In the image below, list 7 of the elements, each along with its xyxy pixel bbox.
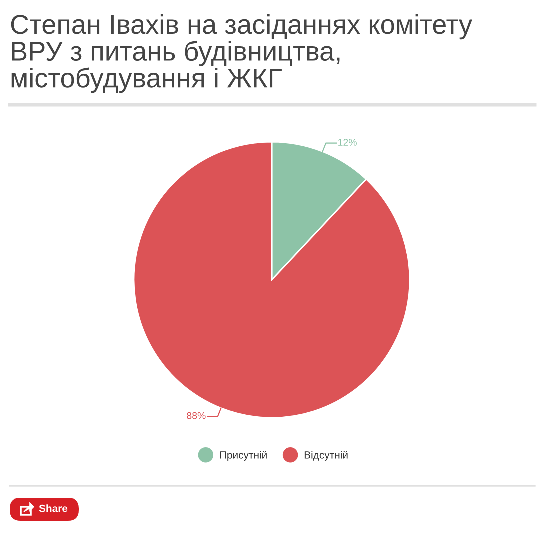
legend-label: Присутній bbox=[220, 451, 267, 461]
legend-label: Відсутній bbox=[304, 451, 348, 461]
data-label: 12% bbox=[338, 139, 357, 146]
text: Share bbox=[39, 504, 68, 512]
data-label: 88% bbox=[187, 412, 206, 420]
pie-slice bbox=[133, 141, 411, 419]
chart-title: Степан Івахів на засіданнях комітету ВРУ з питань будівництва, містобудування і ЖКГ bbox=[11, 14, 472, 94]
